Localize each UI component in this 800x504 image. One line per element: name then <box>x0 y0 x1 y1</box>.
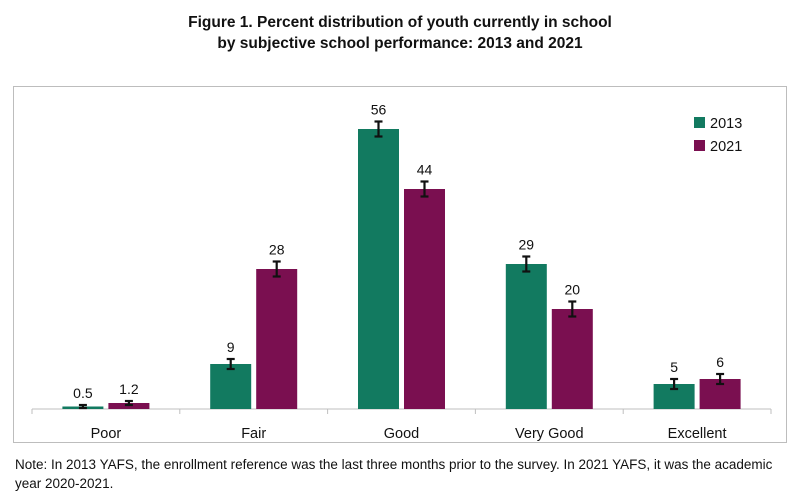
x-tick-label: Good <box>384 426 419 442</box>
chart-frame <box>13 86 787 443</box>
data-label: 5 <box>670 359 678 375</box>
data-label: 56 <box>371 102 387 118</box>
chart-title: Figure 1. Percent distribution of youth … <box>0 12 800 54</box>
data-label: 0.5 <box>73 385 93 401</box>
data-label: 9 <box>227 339 235 355</box>
chart-title-line-1: Figure 1. Percent distribution of youth … <box>188 14 612 31</box>
data-label: 44 <box>417 162 433 178</box>
legend-label: 2013 <box>710 116 742 132</box>
chart-note: Note: In 2013 YAFS, the enrollment refer… <box>15 457 773 491</box>
bar-2021-good <box>404 189 445 409</box>
data-label: 1.2 <box>119 381 139 397</box>
bar-2013-fair <box>210 364 252 409</box>
x-tick-label: Poor <box>91 426 122 442</box>
x-tick-label: Excellent <box>668 426 727 442</box>
data-label: 28 <box>269 242 285 258</box>
x-tick-label: Fair <box>241 426 266 442</box>
bar-2013-very-good <box>505 264 547 409</box>
bar-2021-very-good <box>551 309 593 409</box>
chart-title-line-2: by subjective school performance: 2013 a… <box>217 35 583 52</box>
bar-2021-fair <box>256 269 298 409</box>
legend-swatch-2013 <box>694 117 705 128</box>
data-label: 29 <box>519 237 535 253</box>
data-label: 6 <box>716 354 724 370</box>
legend-label: 2021 <box>710 139 742 155</box>
data-label: 20 <box>565 282 581 298</box>
bar-2013-good <box>358 129 399 409</box>
legend-swatch-2021 <box>694 140 705 151</box>
x-tick-label: Very Good <box>515 426 584 442</box>
